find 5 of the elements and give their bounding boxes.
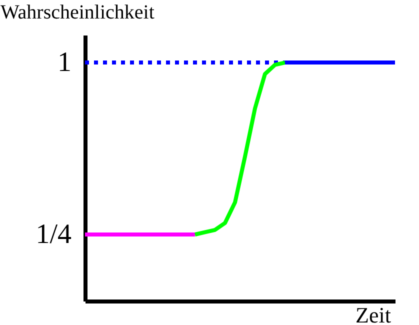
y-tick-label: 1/4	[36, 219, 72, 250]
x-axis-title: Zeit	[356, 302, 391, 325]
y-axis-title: Wahrscheinlichkeit	[0, 2, 155, 24]
y-tick-label: 1	[58, 47, 72, 78]
line-series	[193, 60, 287, 236]
